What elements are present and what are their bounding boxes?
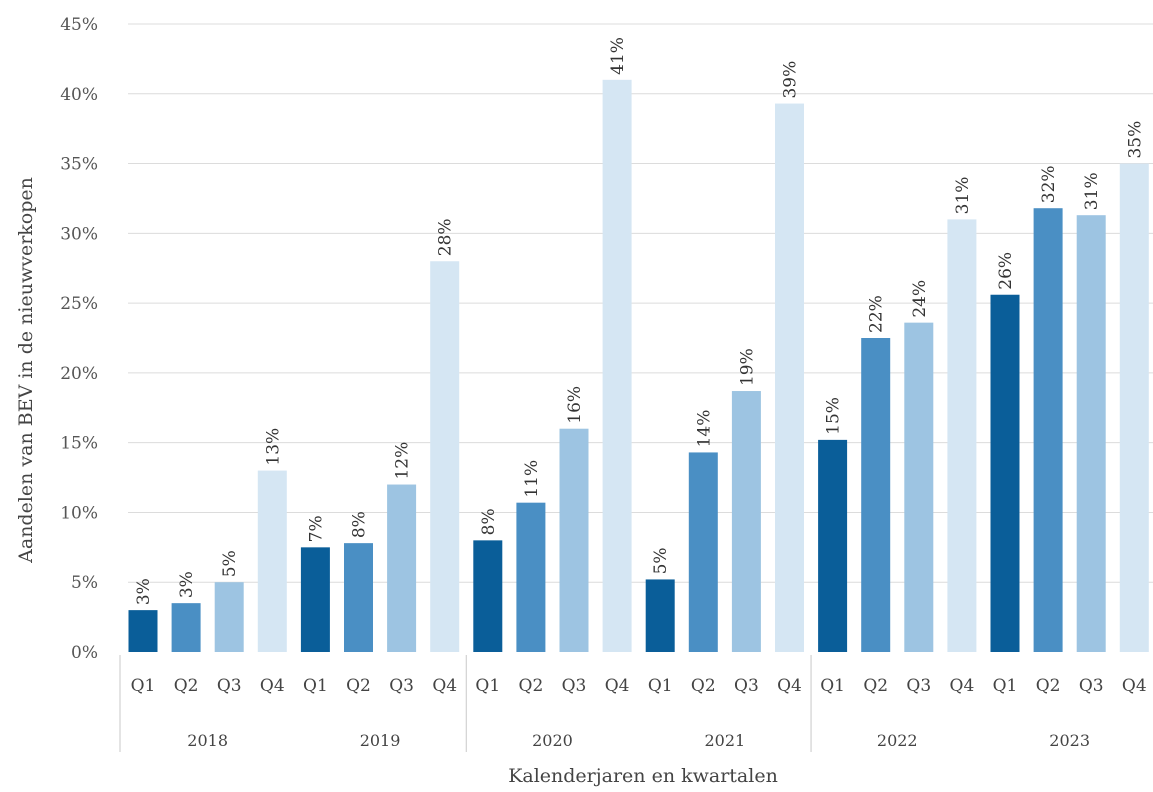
data-label: 7% — [306, 515, 326, 542]
year-label: 2018 — [187, 731, 228, 750]
data-label: 14% — [694, 410, 714, 448]
data-label: 26% — [996, 252, 1016, 290]
x-tick-label: Q2 — [1036, 676, 1061, 696]
x-tick-label: Q3 — [217, 676, 242, 696]
bars — [128, 79, 1149, 653]
x-axis-title: Kalenderjaren en kwartalen — [508, 765, 778, 787]
data-label: 32% — [1039, 165, 1059, 203]
bar-2021-q1 — [645, 579, 675, 652]
bar-2018-q2 — [171, 603, 201, 652]
year-label: 2021 — [704, 731, 745, 750]
year-label: 2020 — [532, 731, 573, 750]
bar-2021-q4 — [775, 103, 804, 652]
bar-2022-q3 — [904, 322, 934, 652]
bar-2023-q3 — [1076, 215, 1106, 653]
bar-2022-q1 — [818, 439, 848, 652]
y-tick-label: 30% — [60, 224, 98, 244]
x-tick-label: Q1 — [303, 676, 328, 696]
data-label: 39% — [781, 61, 801, 99]
bar-2023-q1 — [990, 294, 1020, 652]
data-label: 3% — [177, 571, 197, 598]
x-tick-label: Q2 — [519, 676, 544, 696]
data-label: 19% — [737, 348, 757, 386]
data-label: 24% — [910, 280, 930, 318]
data-label: 31% — [953, 177, 973, 215]
x-tick-label: Q4 — [777, 676, 802, 696]
bar-2018-q4 — [257, 470, 287, 652]
data-label: 41% — [608, 37, 628, 75]
data-label: 28% — [436, 218, 456, 256]
x-tick-label: Q2 — [174, 676, 199, 696]
data-label: 3% — [134, 578, 154, 605]
y-tick-label: 35% — [60, 155, 98, 175]
bar-2018-q3 — [214, 582, 244, 652]
data-label: 35% — [1125, 121, 1145, 159]
bar-2020-q4 — [602, 79, 632, 653]
data-label: 5% — [651, 547, 671, 574]
data-label: 11% — [522, 460, 542, 498]
x-tick-label: Q1 — [993, 676, 1018, 696]
x-tick-label: Q1 — [475, 676, 500, 696]
x-tick-label: Q4 — [1122, 676, 1147, 696]
data-label: 8% — [479, 508, 499, 535]
bar-2023-q2 — [1033, 208, 1063, 653]
x-tick-label: Q3 — [734, 676, 759, 696]
y-tick-label: 10% — [60, 503, 98, 523]
bar-2022-q4 — [947, 219, 977, 652]
y-tick-label: 20% — [60, 364, 98, 384]
x-tick-label: Q2 — [346, 676, 371, 696]
year-label: 2019 — [360, 731, 401, 750]
x-tick-label: Q1 — [820, 676, 845, 696]
bar-2018-q1 — [128, 610, 158, 652]
year-groups: 2018 2019 2020 2021 2022 2023 — [119, 655, 1090, 752]
y-tick-label: 25% — [60, 294, 98, 314]
bar-2019-q2 — [344, 543, 373, 652]
year-label: 2023 — [1049, 731, 1090, 750]
y-tick-label: 15% — [60, 434, 98, 454]
bar-2020-q2 — [516, 502, 546, 652]
x-tick-label: Q3 — [1079, 676, 1104, 696]
x-axis-ticks: Q1 Q2 Q3 Q4 Q1 Q2 Q3 Q4 Q1 Q2 Q3 Q4 Q1 Q2 Q3 Q4 Q1 Q2 Q3 Q4… — [131, 676, 1147, 696]
bar-2020-q1 — [473, 540, 503, 652]
y-axis-ticks: 0% 5% 10% 15% 20% 25% 30% 35% 40% 45% — [60, 15, 98, 663]
y-tick-label: 40% — [60, 85, 98, 105]
data-label: 12% — [393, 442, 413, 480]
bar-2020-q3 — [559, 428, 589, 652]
bar-2019-q1 — [300, 547, 330, 652]
data-label: 31% — [1082, 172, 1102, 210]
x-tick-label: Q2 — [863, 676, 888, 696]
year-label: 2022 — [877, 731, 918, 750]
y-axis-title: Aandelen van BEV in de nieuwverkopen — [15, 177, 37, 564]
x-tick-label: Q4 — [432, 676, 457, 696]
gridlines — [128, 23, 1153, 583]
data-label: 16% — [565, 386, 585, 424]
data-label: 13% — [263, 428, 283, 466]
x-tick-label: Q3 — [389, 676, 414, 696]
x-tick-label: Q1 — [131, 676, 156, 696]
bar-2021-q2 — [688, 452, 718, 652]
x-tick-label: Q4 — [260, 676, 285, 696]
y-tick-label: 5% — [71, 573, 98, 593]
bar-2019-q4 — [430, 261, 460, 652]
x-tick-label: Q3 — [562, 676, 587, 696]
x-tick-label: Q4 — [950, 676, 975, 696]
bar-2019-q3 — [387, 484, 417, 652]
data-label: 5% — [220, 550, 240, 577]
data-label: 8% — [350, 511, 370, 538]
data-labels: 3% 3% 5% 13% 7% 8% 12% 28% 8% 11% 16% 41% 5% 14% 19% 39… — [134, 37, 1145, 605]
data-label: 15% — [824, 397, 844, 435]
bar-2021-q3 — [731, 391, 761, 652]
bar-2022-q2 — [861, 338, 891, 652]
x-tick-label: Q1 — [648, 676, 673, 696]
x-tick-label: Q3 — [906, 676, 931, 696]
data-label: 22% — [867, 295, 887, 333]
x-tick-label: Q2 — [691, 676, 716, 696]
y-tick-label: 45% — [60, 15, 98, 35]
bar-2023-q4 — [1119, 163, 1149, 653]
y-tick-label: 0% — [71, 643, 98, 663]
x-tick-label: Q4 — [605, 676, 630, 696]
